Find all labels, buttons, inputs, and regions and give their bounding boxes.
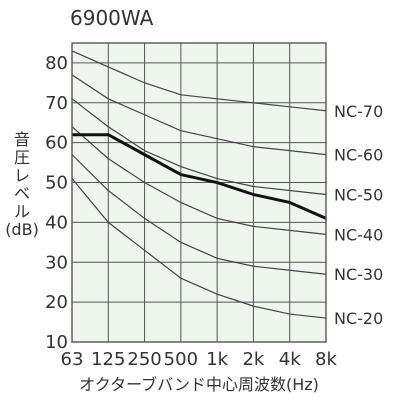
nc-curve-nc-70 [71, 50, 327, 112]
y-tick-label: 80 [45, 53, 68, 74]
nc-label-nc-50: NC-50 [334, 185, 383, 204]
y-tick-label: 60 [45, 133, 68, 154]
nc-curve-nc-60 [71, 74, 327, 156]
y-tick-label: 40 [45, 212, 68, 233]
x-tick-label: 8k [315, 349, 337, 370]
y-tick-label: 50 [45, 173, 68, 194]
x-tick-labels: 63 125 250 500 1k 2k 4k 8k [61, 349, 338, 370]
y-tick-label: 10 [45, 332, 68, 353]
nc-label-nc-40: NC-40 [334, 225, 383, 244]
y-tick-label: 30 [45, 252, 68, 273]
y-tick-label: 20 [45, 292, 68, 313]
y-axis-label-char: レ [14, 166, 30, 185]
y-axis-label-char: 音 [14, 130, 30, 149]
nc-curve-nc-50 [71, 98, 327, 196]
nc-label-nc-30: NC-30 [334, 265, 383, 284]
x-tick-label: 500 [164, 349, 198, 370]
y-tick-label: 70 [45, 93, 68, 114]
y-tick-labels: 10 20 30 40 50 60 70 80 [45, 53, 68, 353]
x-tick-label: 250 [127, 349, 161, 370]
y-axis-label-char: 圧 [14, 148, 30, 167]
nc-curve-nc-40 [71, 126, 327, 235]
product-curve-group [72, 133, 327, 220]
product-curve [72, 133, 327, 220]
plot-border [71, 42, 327, 343]
x-tick-label: 1k [206, 349, 228, 370]
nc-curve-nc-30 [71, 154, 327, 275]
x-tick-label: 125 [91, 349, 125, 370]
y-axis-label-char: ル [14, 202, 30, 221]
x-tick-label: 2k [242, 349, 264, 370]
y-axis-label-char: ベ [14, 184, 30, 203]
nc-label-nc-70: NC-70 [334, 102, 383, 121]
nc-curve-nc-20 [71, 178, 327, 319]
x-tick-label: 63 [61, 349, 84, 370]
y-axis-label-char: (dB) [5, 220, 39, 239]
chart-title: 6900WA [70, 6, 154, 30]
grid-lines [72, 43, 326, 342]
nc-curves [71, 50, 327, 319]
x-axis-label: オクターブバンド中心周波数(Hz) [79, 375, 319, 394]
nc-label-nc-60: NC-60 [334, 146, 383, 165]
plot-area [72, 43, 326, 342]
x-tick-label: 4k [279, 349, 301, 370]
nc-labels: NC-70 NC-60 NC-50 NC-40 NC-30 NC-20 [334, 102, 383, 328]
nc-label-nc-20: NC-20 [334, 309, 383, 328]
